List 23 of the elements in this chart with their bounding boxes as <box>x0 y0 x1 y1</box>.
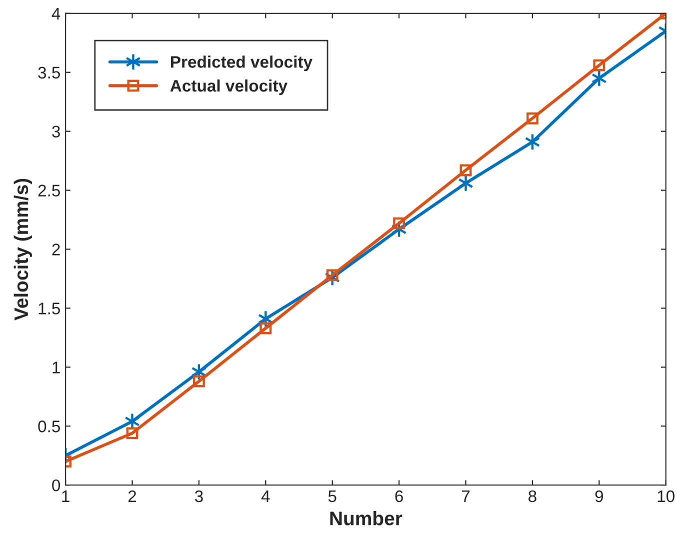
x-axis-title: Number <box>330 511 402 526</box>
y-tick-label: 3.5 <box>38 66 60 79</box>
x-tick-label: 8 <box>528 490 536 502</box>
x-tick-label: 7 <box>462 490 470 502</box>
x-tick-label: 10 <box>658 490 674 502</box>
x-tick-label: 3 <box>194 490 203 502</box>
y-axis-title: Velocity (mm/s) <box>14 178 32 320</box>
y-tick-label: 2.5 <box>38 184 60 196</box>
x-tick-label: 9 <box>595 490 603 502</box>
x-tick-label: 6 <box>395 490 403 502</box>
y-tick-label: 1.5 <box>38 302 60 314</box>
y-tick-label: 0 <box>52 479 60 492</box>
legend-label: Actual velocity <box>170 79 288 96</box>
y-tick-label: 3 <box>52 126 60 138</box>
x-tick-label: 1 <box>62 490 70 502</box>
y-tick-label: 0.5 <box>38 420 60 432</box>
y-tick-label: 2 <box>52 244 60 256</box>
x-tick-label: 4 <box>261 490 270 502</box>
x-tick-label: 2 <box>128 490 136 502</box>
legend-label: Predicted velocity <box>171 56 312 72</box>
y-tick-label: 4 <box>52 8 60 20</box>
y-tick-label: 1 <box>52 362 60 374</box>
x-tick-label: 5 <box>328 490 336 502</box>
